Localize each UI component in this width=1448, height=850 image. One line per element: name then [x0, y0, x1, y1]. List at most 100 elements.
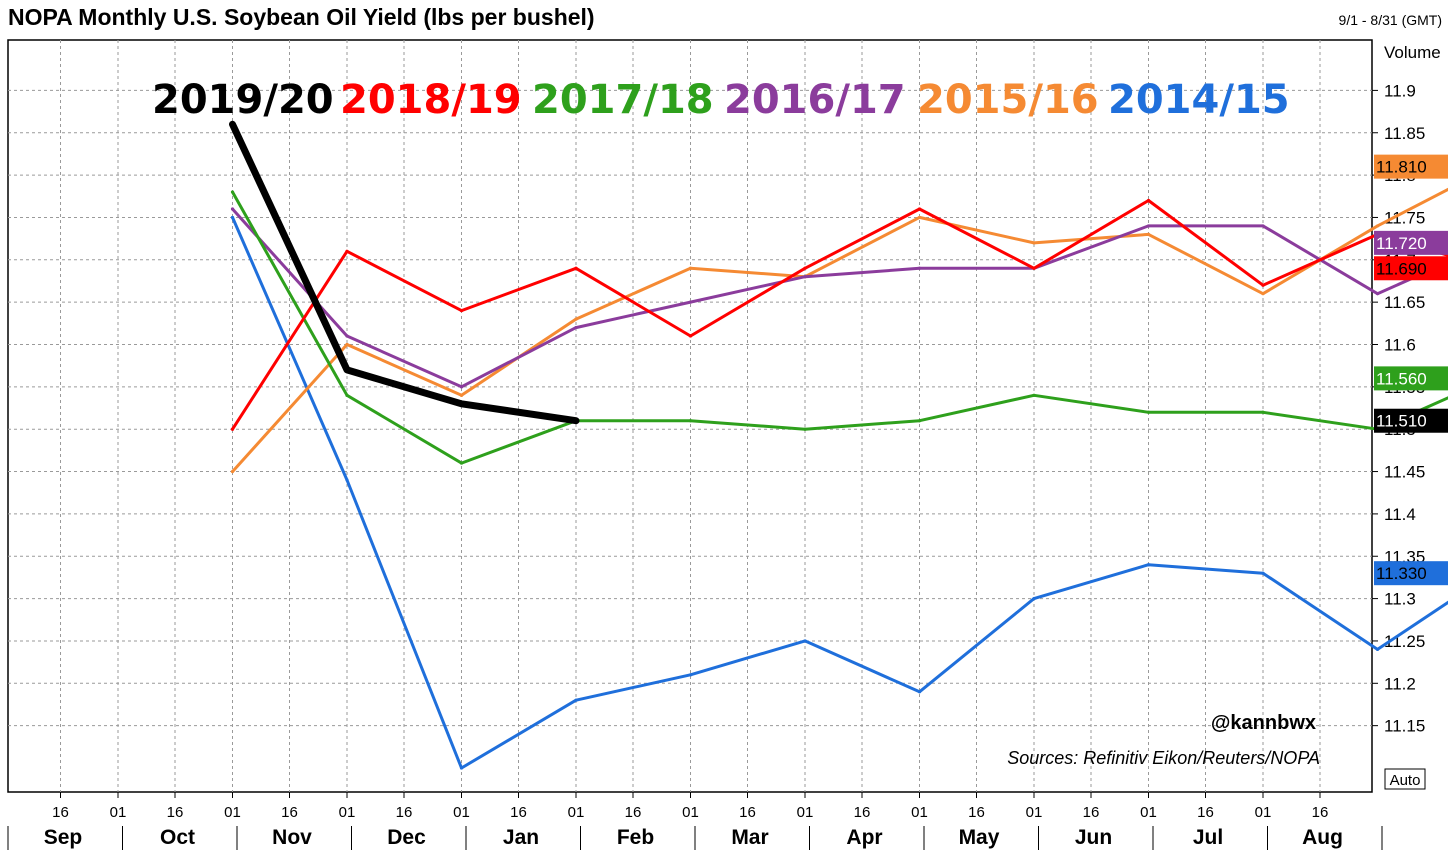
value-badge: 11.720	[1374, 230, 1448, 255]
x-day-label: 01	[110, 804, 127, 821]
chart-title: NOPA Monthly U.S. Soybean Oil Yield (lbs…	[8, 4, 595, 30]
series-line-2018-19	[231, 199, 1448, 431]
data-point-2014-15	[230, 215, 235, 220]
data-point-2019-20	[573, 417, 579, 424]
x-month-label: Mar	[731, 826, 768, 849]
x-day-label: 01	[911, 804, 928, 821]
x-month-label: Jul	[1193, 826, 1223, 849]
x-day-label: 16	[1197, 804, 1214, 821]
data-point-2015-16	[1146, 232, 1151, 236]
data-point-2016-17	[1146, 224, 1151, 228]
data-point-2014-15	[459, 766, 464, 770]
data-point-2017-18	[230, 190, 235, 194]
data-point-2018-19	[1032, 266, 1036, 270]
data-point-2016-17	[574, 325, 578, 330]
x-day-label: 16	[1312, 804, 1329, 821]
data-point-2015-16	[917, 215, 922, 220]
value-badge-bg	[1374, 561, 1448, 586]
value-badge-label: 11.720	[1376, 234, 1427, 253]
auto-button[interactable]: Auto	[1384, 768, 1426, 790]
data-point-2014-15	[1261, 571, 1265, 575]
auto-label: Auto	[1390, 772, 1421, 789]
x-day-label: 01	[797, 804, 814, 821]
data-point-2016-17	[1375, 292, 1380, 296]
x-day-label: 16	[281, 804, 298, 821]
x-month-label: May	[959, 826, 1000, 849]
data-point-2016-17	[803, 275, 807, 279]
data-point-2014-15	[917, 690, 922, 694]
x-day-label: 16	[854, 804, 871, 821]
data-point-2014-15	[345, 478, 349, 482]
value-badge-bg	[1374, 366, 1448, 391]
data-point-2015-16	[1375, 224, 1380, 228]
data-point-2017-18	[1261, 410, 1265, 414]
y-tick-label: 11.3	[1384, 590, 1416, 609]
value-badge-bg	[1374, 408, 1448, 433]
value-badge-bg	[1374, 154, 1448, 179]
data-point-2018-19	[803, 266, 807, 270]
data-point-2018-19	[1261, 283, 1265, 287]
x-month-label: Feb	[617, 826, 654, 849]
x-day-label: 01	[453, 804, 470, 821]
data-point-2015-16	[1032, 241, 1036, 245]
last-value-badges: 11.810 11.720 11.690 11.560 11.510 11.330	[1374, 154, 1448, 586]
source-annotation: Sources: Refinitiv Eikon/Reuters/NOPA	[1007, 748, 1320, 768]
x-day-label: 01	[1140, 804, 1157, 821]
value-badge-label: 11.560	[1376, 369, 1427, 388]
data-point-2016-17	[459, 385, 464, 389]
x-day-label: 16	[510, 804, 527, 821]
legend-item: 2019/20	[152, 77, 334, 123]
grid-layer	[8, 40, 1372, 792]
volume-label: Volume	[1384, 43, 1441, 62]
legend-item: 2018/19	[340, 77, 522, 123]
y-tick-label: 11.65	[1384, 293, 1425, 312]
data-point-2017-18	[917, 419, 922, 423]
data-point-2017-18	[1146, 410, 1151, 414]
data-point-2017-18	[1032, 393, 1036, 397]
series-line-2014-15	[231, 215, 1448, 770]
x-day-label: 01	[1255, 804, 1272, 821]
data-point-2017-18	[345, 393, 349, 397]
x-day-label: 01	[568, 804, 585, 821]
data-point-2016-17	[688, 300, 693, 304]
y-tick-label: 11.85	[1384, 124, 1425, 143]
y-tick-label: 11.4	[1384, 505, 1416, 524]
y-tick-label: 11.6	[1384, 336, 1416, 355]
value-badge-label: 11.330	[1376, 564, 1427, 583]
data-point-2016-17	[1261, 224, 1265, 228]
value-badge-bg	[1374, 256, 1448, 281]
data-point-2015-16	[1261, 292, 1265, 296]
y-tick-label: 11.2	[1384, 674, 1416, 693]
data-point-2018-19	[345, 249, 349, 253]
value-badge: 11.330	[1374, 561, 1448, 586]
value-badge-label: 11.690	[1376, 259, 1427, 278]
y-tick-label: 11.75	[1384, 208, 1425, 227]
x-month-label: Aug	[1302, 826, 1343, 849]
value-badge: 11.810	[1374, 154, 1448, 179]
series-line-2019-20	[229, 120, 580, 425]
data-point-2016-17	[345, 334, 349, 338]
data-point-2014-15	[574, 698, 578, 702]
x-day-label: 16	[52, 804, 69, 821]
x-day-label: 16	[625, 804, 642, 821]
x-day-label: 01	[1026, 804, 1043, 821]
handle-annotation: @kannbwx	[1211, 712, 1316, 734]
x-day-label: 16	[1083, 804, 1100, 821]
x-day-label: 01	[224, 804, 241, 821]
data-point-2017-18	[803, 427, 807, 431]
data-point-2015-16	[688, 266, 693, 270]
legend-item: 2016/17	[724, 77, 906, 123]
data-point-2015-16	[574, 317, 578, 321]
plot-area	[7, 39, 1373, 793]
value-badge-label: 11.810	[1376, 158, 1427, 177]
data-point-2018-19	[230, 427, 235, 431]
data-point-2015-16	[459, 393, 464, 397]
x-month-label: Jun	[1075, 826, 1112, 849]
y-tick-label: 11.9	[1384, 81, 1416, 100]
series-layer	[229, 120, 1448, 770]
legend-item: 2014/15	[1108, 77, 1290, 123]
data-point-2018-19	[917, 207, 922, 211]
data-point-2015-16	[230, 469, 235, 474]
legend-item: 2015/16	[917, 77, 1099, 123]
